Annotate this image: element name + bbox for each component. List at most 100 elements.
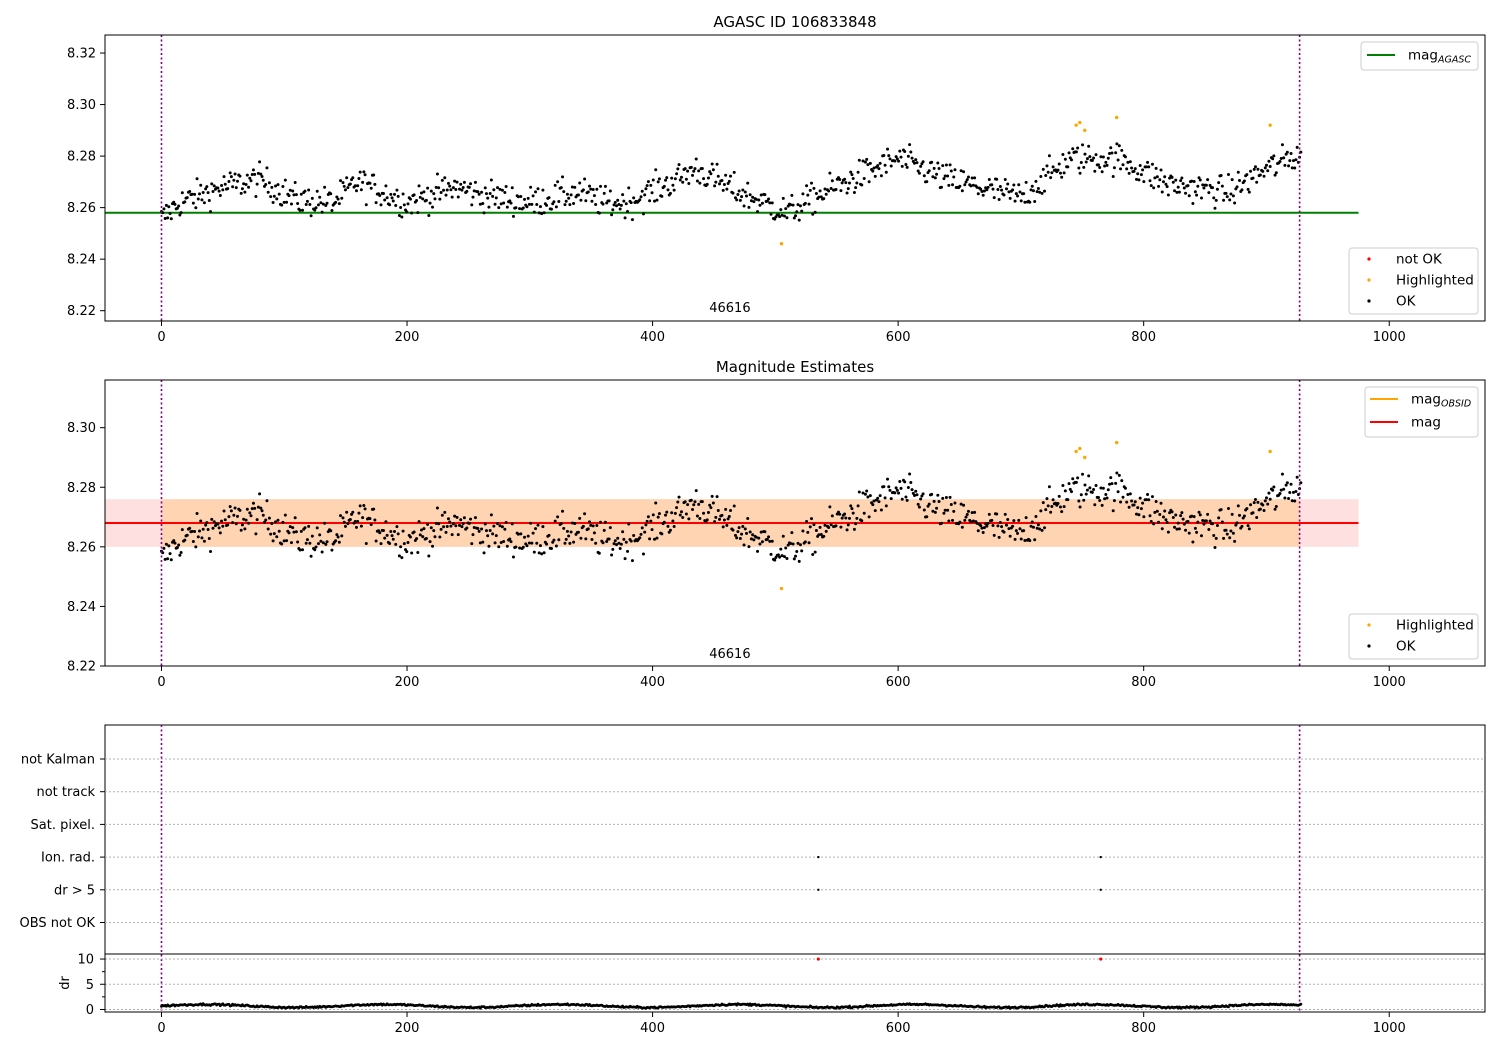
ok-point (446, 517, 450, 521)
ok-point (1190, 179, 1194, 183)
ok-point (244, 518, 248, 522)
obsid-label: 46616 (709, 647, 750, 662)
ok-point (337, 540, 341, 544)
ok-point (1161, 515, 1165, 519)
ok-point (982, 526, 986, 530)
ok-point (608, 526, 612, 530)
ok-point (1081, 472, 1085, 476)
ok-point (933, 176, 937, 180)
ok-point (651, 178, 655, 182)
ok-point (201, 190, 205, 194)
ok-point (1182, 186, 1186, 190)
ok-point (1007, 190, 1011, 194)
ok-point (572, 202, 576, 206)
ok-point (1173, 525, 1177, 529)
ok-point (952, 509, 956, 513)
ok-point (1082, 165, 1086, 169)
ok-point (1040, 191, 1044, 195)
ok-point (748, 530, 752, 534)
ok-point (866, 495, 870, 499)
ok-point (1057, 494, 1061, 498)
ok-point (1013, 199, 1017, 203)
ok-point (1109, 476, 1113, 480)
ok-point (1060, 510, 1064, 514)
ok-point (190, 529, 194, 533)
ok-point (684, 512, 688, 516)
ok-point (1051, 165, 1055, 169)
ok-point (1120, 148, 1124, 152)
ok-point (1154, 499, 1158, 503)
ok-point (173, 541, 177, 545)
ok-point (877, 500, 881, 504)
ok-point (437, 186, 441, 190)
ok-point (834, 524, 838, 528)
ok-point (1246, 524, 1250, 528)
ok-point (217, 526, 221, 530)
ok-point (733, 533, 737, 537)
ok-point (462, 516, 466, 520)
ok-point (672, 188, 676, 192)
ok-point (185, 196, 189, 200)
ok-point (526, 196, 530, 200)
ok-point (1063, 489, 1067, 493)
ok-point (222, 175, 226, 179)
ok-point (962, 170, 966, 174)
ok-point (272, 194, 276, 198)
ok-point (1199, 196, 1203, 200)
ok-point (862, 177, 866, 181)
ok-point (692, 169, 696, 173)
axes-frame (104, 379, 1486, 667)
ok-point (584, 199, 588, 203)
ok-point (1262, 509, 1266, 513)
ok-point (1230, 178, 1234, 182)
ok-point (1116, 490, 1120, 494)
ok-point (648, 537, 652, 541)
ok-point (657, 512, 661, 516)
ok-point (258, 492, 262, 496)
ok-point (947, 519, 951, 523)
ok-point (610, 213, 614, 217)
ok-point (814, 529, 818, 533)
ok-point (1206, 178, 1210, 182)
ok-point (1084, 492, 1088, 496)
ok-point (908, 143, 912, 147)
ok-point (834, 187, 838, 191)
ok-point (402, 542, 406, 546)
ok-point (196, 197, 200, 201)
ok-point (914, 489, 918, 493)
ok-point (1098, 166, 1102, 170)
ok-point (678, 178, 682, 182)
ok-point (195, 511, 199, 515)
flag-category-label: OBS not OK (20, 916, 96, 931)
ok-point (844, 516, 848, 520)
ok-point (1066, 498, 1070, 502)
ok-point (679, 175, 683, 179)
ok-point (445, 188, 449, 192)
ok-point (526, 534, 530, 538)
ok-point (812, 186, 816, 190)
ok-point (656, 515, 660, 519)
ok-point (315, 526, 319, 530)
highlighted-point (1083, 455, 1087, 460)
ok-point (1106, 488, 1110, 492)
ok-point (1106, 156, 1110, 160)
ok-point (416, 211, 420, 215)
ok-point (800, 209, 804, 213)
ok-point (619, 542, 623, 546)
ok-point (402, 203, 406, 207)
ok-point (607, 537, 611, 541)
ok-point (1094, 153, 1098, 157)
ok-point (491, 532, 495, 536)
ok-point (579, 198, 583, 202)
ok-point (1076, 146, 1080, 150)
ok-point (586, 190, 590, 194)
ok-point (307, 524, 311, 528)
ok-point (1128, 160, 1132, 164)
ok-point (1273, 173, 1277, 177)
ok-point (597, 211, 601, 215)
ok-point (249, 179, 253, 183)
ok-point (488, 529, 492, 533)
ok-point (434, 185, 438, 189)
ok-point (321, 202, 325, 206)
